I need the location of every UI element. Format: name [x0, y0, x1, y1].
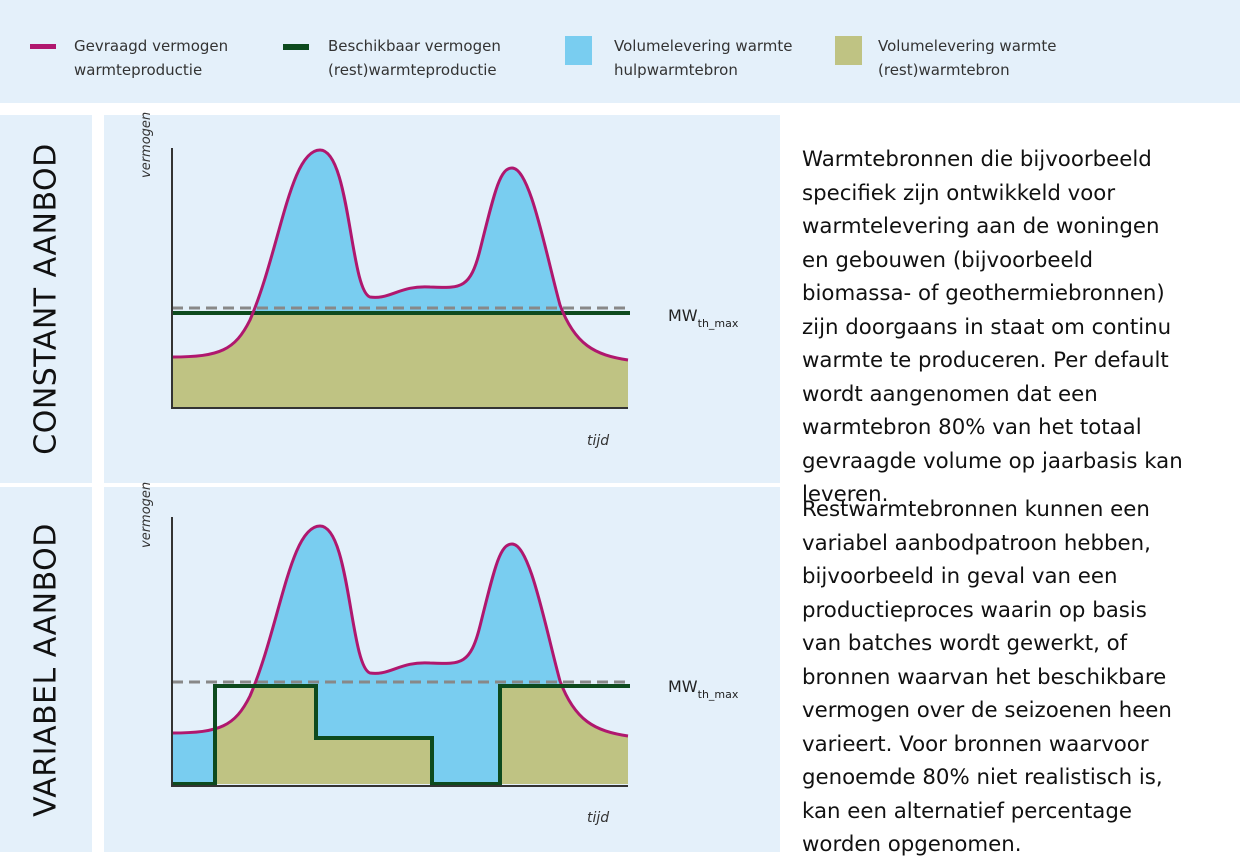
- description-line: productieproces waarin op basis: [802, 597, 1147, 623]
- description-line: van batches wordt gewerkt, of: [802, 631, 1128, 656]
- description-line: wordt aangenomen dat een: [802, 381, 1098, 407]
- level-label: MWth_max: [668, 306, 739, 330]
- level-sub: th_max: [698, 688, 739, 701]
- description-line: warmtebron 80% van het totaal: [802, 415, 1142, 440]
- legend-line: Volumelevering warmte: [614, 37, 793, 55]
- legend: Gevraagd vermogen warmteproductie Beschik…: [0, 0, 1240, 103]
- legend-swatch: [30, 44, 56, 49]
- description-line: varieert. Voor bronnen waarvoor: [802, 731, 1149, 757]
- description-line: warmtelevering aan de woningen: [802, 214, 1160, 239]
- area-rest: [215, 686, 628, 784]
- description-line: specifiek zijn ontwikkeld voor: [802, 180, 1116, 206]
- row-label-cell: CONSTANT AANBOD: [0, 115, 92, 483]
- chart-variabel: vermogen tijd MWth_max: [139, 482, 739, 826]
- legend-label: Beschikbaar vermogen (rest)warmteproducti…: [328, 34, 501, 82]
- legend-swatch: [283, 44, 309, 50]
- legend-line: Beschikbaar vermogen: [328, 37, 501, 55]
- level-sub: th_max: [698, 317, 739, 330]
- description-line: variabel aanbodpatroon hebben,: [802, 530, 1151, 556]
- axes: [171, 517, 628, 787]
- y-axis-label: vermogen: [139, 112, 154, 178]
- description-line: leveren.: [802, 482, 889, 507]
- description-line: vermogen over de seizoenen heen: [802, 698, 1172, 723]
- description-line: bijvoorbeeld in geval van een: [802, 564, 1118, 589]
- description-line: Warmtebronnen die bijvoorbeeld: [802, 147, 1152, 172]
- legend-label: Volumelevering warmte hulpwarmtebron: [614, 34, 793, 82]
- level-main: MW: [668, 677, 698, 696]
- description-line: gevraagde volume op jaarbasis kan: [802, 448, 1183, 474]
- legend-swatch: [835, 36, 862, 65]
- level-label: MWth_max: [668, 677, 739, 701]
- legend-line: (rest)warmteproductie: [328, 61, 497, 79]
- legend-label: Gevraagd vermogen warmteproductie: [74, 34, 228, 82]
- legend-line: (rest)warmtebron: [878, 61, 1010, 79]
- demand-line: [171, 524, 629, 738]
- legend-label: Volumelevering warmte (rest)warmtebron: [878, 34, 1057, 82]
- description-line: biomassa- of geothermiebronnen): [802, 281, 1165, 306]
- description-line: Restwarmtebronnen kunnen een: [802, 497, 1150, 522]
- description-line: bronnen waarvan het beschikbare: [802, 664, 1167, 690]
- x-axis-label: tijd: [587, 433, 609, 449]
- legend-swatch: [565, 36, 592, 65]
- x-axis-label: tijd: [587, 810, 609, 826]
- description-line: kan een alternatief percentage: [802, 798, 1132, 824]
- chart-constant: vermogen tijd MWth_max: [139, 112, 739, 449]
- level-main: MW: [668, 306, 698, 325]
- area-rest: [172, 313, 628, 408]
- description-line: worden opgenomen.: [802, 832, 1022, 857]
- description-line: warmte te produceren. Per default: [802, 348, 1169, 373]
- description-line: zijn doorgaans in staat om continu: [802, 314, 1172, 340]
- description: Restwarmtebronnen kunnen een variabel aan…: [802, 493, 1172, 862]
- y-axis-label: vermogen: [139, 482, 154, 548]
- legend-line: hulpwarmtebron: [614, 61, 738, 79]
- legend-line: warmteproductie: [74, 61, 203, 79]
- row-label-cell: VARIABEL AANBOD: [0, 487, 92, 852]
- legend-line: Volumelevering warmte: [878, 37, 1057, 55]
- supply-line: [172, 684, 630, 786]
- description-line: genoemde 80% niet realistisch is,: [802, 765, 1163, 790]
- description-line: en gebouwen (bijvoorbeeld: [802, 247, 1094, 273]
- demand-line: [171, 148, 629, 362]
- legend-line: Gevraagd vermogen: [74, 37, 229, 55]
- description: Warmtebronnen die bijvoorbeeld specifiek …: [802, 143, 1183, 512]
- axes: [171, 148, 628, 409]
